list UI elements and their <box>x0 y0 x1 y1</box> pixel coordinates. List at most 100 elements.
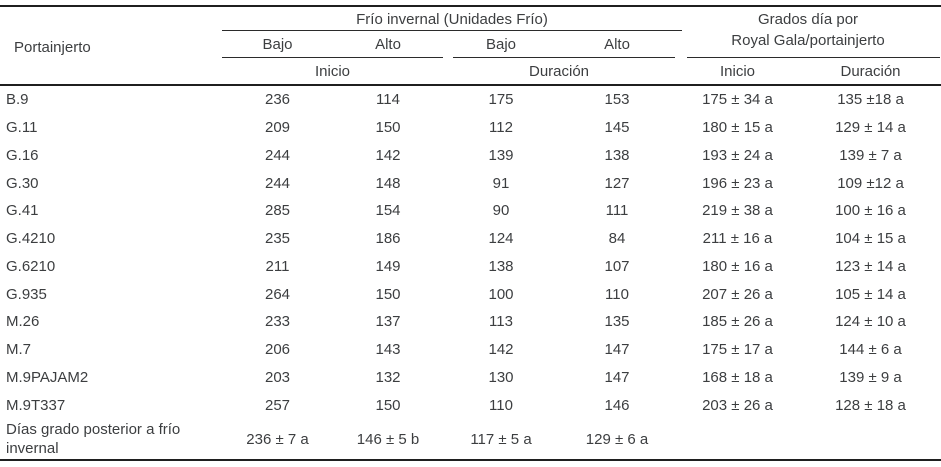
cell-inicio-bajo: 211 <box>265 257 290 275</box>
row-label: G.30 <box>6 174 39 192</box>
cell-grados-duracion: 139 ± 9 a <box>839 368 902 386</box>
rule-under-group2 <box>687 57 940 59</box>
cell-inicio-alto: 114 <box>376 91 400 109</box>
cell-duracion-bajo: 138 <box>488 257 514 275</box>
cell-grados-inicio: 207 ± 26 a <box>702 285 773 303</box>
cell-duracion-alto: 107 <box>604 257 630 275</box>
rule-top <box>0 5 941 7</box>
subheader-alto-1: Alto <box>375 35 401 53</box>
cell-grados-inicio: 168 ± 18 a <box>702 368 773 386</box>
table-row: G.6210 211 149 138 107 180 ± 16 a 123 ± 14 a <box>0 253 941 281</box>
table-row: G.11 209 150 112 145 180 ± 15 a 129 ± 14 a <box>0 114 941 142</box>
cell-inicio-alto: 150 <box>375 119 401 137</box>
cell-duracion-bajo: 100 <box>488 285 514 303</box>
table-row: G.16 244 142 139 138 193 ± 24 a 139 ± 7 a <box>0 142 941 170</box>
cell-duracion-bajo: 110 <box>489 396 513 414</box>
cell-duracion-alto: 84 <box>608 230 626 248</box>
row-label: G.41 <box>6 202 39 220</box>
cell-duracion-alto: 145 <box>604 119 630 137</box>
cell-inicio-bajo: 209 <box>264 119 291 137</box>
cell-duracion-alto: 111 <box>605 202 629 220</box>
row-label: M.26 <box>6 313 40 331</box>
cell-duracion-alto: 135 <box>604 313 630 331</box>
cell-inicio-bajo: 244 <box>264 174 291 192</box>
cell-grados-inicio: 175 ± 17 a <box>702 341 773 359</box>
cell-grados-inicio: 185 ± 26 a <box>702 313 773 331</box>
cell-duracion-bajo: 117 ± 5 a <box>470 430 532 448</box>
table-row: M.26 233 137 113 135 185 ± 26 a 124 ± 10 a <box>0 308 941 336</box>
group-header-grados-dia-line1: Grados día por <box>757 11 859 28</box>
cell-inicio-bajo: 264 <box>264 285 291 303</box>
cell-duracion-bajo: 175 <box>488 91 514 109</box>
table-row: M.9PAJAM2 203 132 130 147 168 ± 18 a 139 ± 9 a <box>0 364 941 392</box>
table-row: Días grado posterior a frío invernal 236 … <box>0 419 941 459</box>
row-label: B.9 <box>6 91 29 109</box>
table-row: G.935 264 150 100 110 207 ± 26 a 105 ± 14 a <box>0 280 941 308</box>
cell-grados-duracion: 124 ± 10 a <box>835 313 906 331</box>
cell-grados-duracion: 139 ± 7 a <box>839 146 902 164</box>
cell-grados-inicio: 219 ± 38 a <box>702 202 773 220</box>
row-label: M.7 <box>6 341 32 359</box>
cell-duracion-bajo: 91 <box>492 174 510 192</box>
subheader-bajo-1: Bajo <box>262 35 293 53</box>
column-header-portainjerto: Portainjerto <box>14 38 91 56</box>
cell-inicio-bajo: 235 <box>264 230 291 248</box>
cell-inicio-bajo: 236 ± 7 a <box>246 430 309 448</box>
rule-bottom <box>0 459 941 461</box>
subheader-bajo-2: Bajo <box>485 35 517 53</box>
cell-grados-inicio: 203 ± 26 a <box>702 396 773 414</box>
cell-grados-duracion: 135 ±18 a <box>837 91 904 109</box>
cell-grados-inicio: 180 ± 15 a <box>702 119 773 137</box>
cell-grados-inicio: 180 ± 16 a <box>702 257 773 275</box>
cell-inicio-alto: 148 <box>375 174 401 192</box>
cell-duracion-bajo: 124 <box>488 230 514 248</box>
group-header-grados-dia: Grados día por Royal Gala/portainjerto <box>675 9 941 51</box>
cell-duracion-bajo: 139 <box>488 146 514 164</box>
cell-duracion-alto: 146 <box>604 396 630 414</box>
cell-grados-duracion: 123 ± 14 a <box>835 257 906 275</box>
cell-duracion-bajo: 112 <box>489 119 513 137</box>
phase-header-duracion-1: Duración <box>528 62 590 80</box>
cell-grados-duracion: 128 ± 18 a <box>835 396 906 414</box>
table-row: G.30 244 148 91 127 196 ± 23 a 109 ±12 a <box>0 169 941 197</box>
row-label: G.4210 <box>6 230 56 248</box>
cell-duracion-alto: 147 <box>604 368 630 386</box>
cell-inicio-alto: 154 <box>375 202 401 220</box>
cell-grados-duracion: 104 ± 15 a <box>835 230 906 248</box>
cell-inicio-alto: 146 ± 5 b <box>356 430 420 448</box>
rule-under-inicio-pair <box>222 57 443 59</box>
group-header-grados-dia-line2: Royal Gala/portainjerto <box>731 32 885 49</box>
cell-duracion-alto: 153 <box>604 91 630 109</box>
cell-grados-inicio: 193 ± 24 a <box>702 146 773 164</box>
cell-inicio-bajo: 236 <box>264 91 291 109</box>
table-row: G.41 285 154 90 111 219 ± 38 a 100 ± 16 a <box>0 197 941 225</box>
rule-header-bottom <box>0 84 941 86</box>
cell-duracion-bajo: 113 <box>489 313 513 331</box>
cell-grados-inicio: 175 ± 34 a <box>702 91 773 109</box>
cell-duracion-bajo: 90 <box>492 202 510 220</box>
cell-duracion-alto: 129 ± 6 a <box>585 430 649 448</box>
rule-under-duracion-pair <box>453 57 675 59</box>
cell-duracion-alto: 138 <box>604 146 630 164</box>
rule-under-group1 <box>222 30 682 32</box>
cell-inicio-alto: 150 <box>375 285 401 303</box>
cell-grados-duracion: 100 ± 16 a <box>835 202 906 220</box>
cell-inicio-bajo: 257 <box>264 396 291 414</box>
cell-inicio-alto: 137 <box>375 313 401 331</box>
cell-grados-duracion: 129 ± 14 a <box>835 119 906 137</box>
row-label: M.9PAJAM2 <box>6 368 89 386</box>
row-label: G.11 <box>6 119 38 137</box>
table-row: M.9T337 257 150 110 146 203 ± 26 a 128 ± 18 a <box>0 391 941 419</box>
phase-header-duracion-2: Duración <box>840 62 901 80</box>
cell-inicio-bajo: 285 <box>264 202 291 220</box>
cell-grados-inicio: 196 ± 23 a <box>702 174 773 192</box>
row-label: G.935 <box>6 285 47 303</box>
table-row: B.9 236 114 175 153 175 ± 34 a 135 ±18 a <box>0 86 941 114</box>
cell-inicio-alto: 149 <box>375 257 401 275</box>
cell-duracion-alto: 127 <box>604 174 630 192</box>
table-row: G.4210 235 186 124 84 211 ± 16 a 104 ± 15 a <box>0 225 941 253</box>
cell-duracion-bajo: 130 <box>488 368 514 386</box>
cell-inicio-alto: 150 <box>375 396 401 414</box>
cell-inicio-alto: 142 <box>375 146 401 164</box>
